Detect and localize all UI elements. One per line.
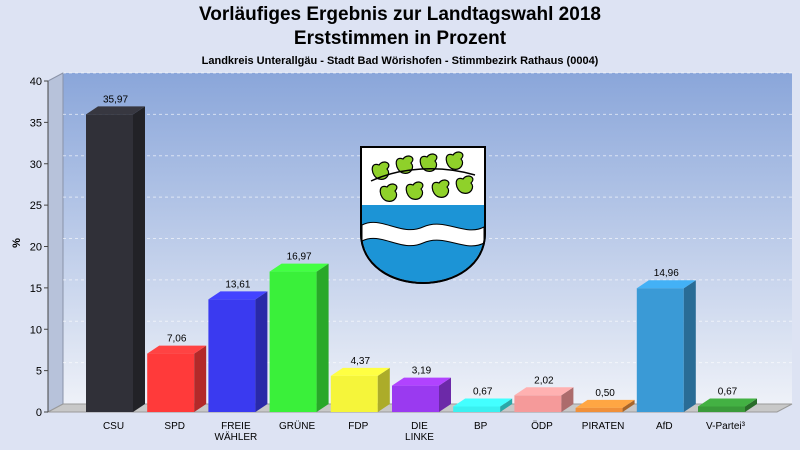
bar-top	[698, 398, 757, 407]
bar-value-label: 3,19	[412, 366, 432, 377]
chart-subtitle: Erststimmen in Prozent	[293, 28, 507, 49]
bar-value-label: 0,67	[718, 386, 738, 397]
x-tick-label: GRÜNE	[279, 420, 315, 432]
bar-front	[269, 271, 317, 412]
bar-front	[147, 353, 195, 412]
x-tick-label: SPD	[164, 421, 185, 432]
bar-value-label: 7,06	[167, 334, 187, 345]
bar	[86, 106, 145, 412]
bar-side	[500, 398, 513, 412]
y-tick-label: 30	[30, 159, 42, 171]
bar	[636, 280, 696, 412]
bar-value-label: 16,97	[287, 252, 312, 263]
bar-front	[636, 288, 684, 412]
x-tick-label: BP	[474, 421, 488, 432]
chart-title: Vorläufiges Ergebnis zur Landtagswahl 20…	[199, 4, 601, 25]
bar-value-label: 13,61	[225, 279, 250, 290]
bar-value-label: 35,97	[103, 94, 128, 105]
bar-front	[575, 407, 623, 412]
bar-value-label: 0,67	[473, 386, 493, 397]
bar	[392, 377, 451, 412]
bar-value-label: 0,50	[595, 388, 615, 399]
bar	[575, 399, 635, 412]
y-tick-label: 25	[30, 200, 42, 212]
bar	[514, 387, 574, 412]
x-axis-labels: CSU SPD FREIE WÄHLER GRÜNE FDP DIE LINKE BP ÖDP PI…	[103, 420, 746, 443]
bar-side	[255, 291, 268, 412]
bar-front	[86, 114, 133, 412]
bar-front	[698, 406, 745, 412]
bar-side	[439, 377, 451, 412]
y-tick-label: 20	[30, 242, 42, 254]
x-tick-label: FDP	[348, 421, 368, 432]
bar-front	[453, 406, 501, 412]
bars: 35,97 7,06 13,61 16,97 4,37 3,19 0,67 2,02 0,50 1…	[86, 94, 757, 412]
bar	[330, 367, 390, 412]
bar-top	[330, 367, 390, 376]
y-axis: 0 5 10 15 20 25 30 35 40%	[11, 76, 49, 419]
bar-value-label: 2,02	[534, 375, 554, 386]
x-tick-label: AfD	[656, 421, 673, 432]
bar-top	[453, 398, 513, 407]
x-tick-label: DIE LINKE	[405, 421, 434, 443]
bar-front	[392, 385, 439, 412]
bar-top	[392, 377, 451, 386]
bar-side	[622, 399, 635, 412]
x-tick-label: FREIE WÄHLER	[215, 421, 258, 443]
bar-side	[745, 398, 757, 412]
bar-top	[514, 387, 574, 396]
chart-caption: Landkreis Unterallgäu - Stadt Bad Wörish…	[201, 55, 599, 67]
bar-value-label: 4,37	[351, 356, 371, 367]
y-tick-label: 35	[30, 117, 42, 129]
bar-side	[133, 106, 145, 412]
bar-top	[86, 106, 145, 115]
bar-top	[269, 263, 329, 272]
bar-side	[683, 280, 696, 412]
bar-front	[208, 299, 256, 412]
bar	[453, 398, 513, 412]
y-tick-label: 15	[30, 283, 42, 295]
bar-top	[636, 280, 696, 289]
bar	[698, 398, 757, 412]
x-tick-label: V-Partei³	[706, 421, 746, 432]
bar-top	[575, 399, 635, 408]
y-tick-label: 10	[30, 324, 42, 336]
plot-side-wall	[47, 72, 64, 413]
x-tick-label: ÖDP	[531, 420, 553, 432]
y-axis-label: %	[11, 238, 23, 248]
x-tick-label: PIRATEN	[582, 421, 625, 432]
bar-side	[194, 345, 207, 412]
x-tick-label: CSU	[103, 421, 124, 432]
bar	[147, 345, 207, 412]
bar-top	[147, 345, 207, 354]
bar-side	[316, 263, 329, 412]
bar	[208, 291, 268, 412]
coat-of-arms-logo	[360, 146, 486, 285]
y-tick-label: 40	[30, 76, 42, 88]
y-tick-label: 5	[36, 366, 42, 378]
bar-top	[208, 291, 268, 300]
bar-front	[514, 395, 562, 412]
bar-side	[377, 367, 390, 412]
bar	[269, 263, 329, 412]
bar-value-label: 14,96	[654, 268, 679, 279]
y-tick-label: 0	[36, 407, 42, 419]
bar-side	[561, 387, 574, 412]
bar-front	[330, 375, 378, 412]
